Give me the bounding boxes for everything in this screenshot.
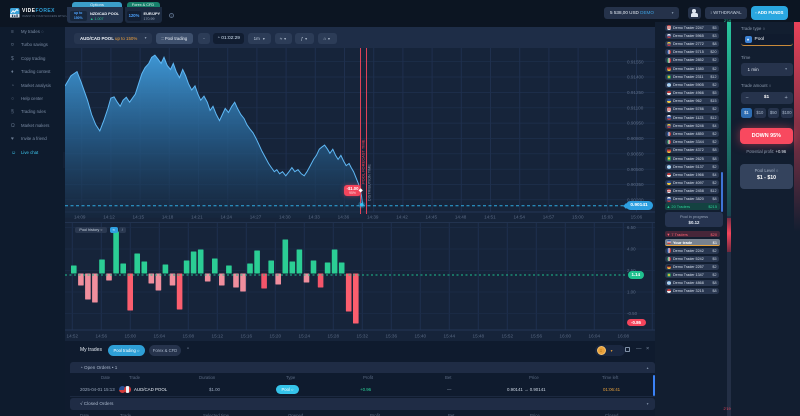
- svg-text:14:15: 14:15: [133, 215, 145, 220]
- svg-text:POOL FORECAST TIME: POOL FORECAST TIME: [360, 139, 365, 184]
- svg-text:15:24: 15:24: [299, 334, 311, 339]
- svg-text:14:21: 14:21: [191, 215, 203, 220]
- svg-text:15:36: 15:36: [386, 334, 398, 339]
- svg-text:14:57: 14:57: [543, 215, 555, 220]
- svg-text:1.00: 1.00: [627, 290, 636, 295]
- svg-text:15:32: 15:32: [357, 334, 369, 339]
- svg-text:16:04: 16:04: [589, 334, 601, 339]
- svg-text:0.90950: 0.90950: [627, 121, 644, 126]
- svg-text:15:12: 15:12: [212, 334, 224, 339]
- svg-text:14:27: 14:27: [250, 215, 262, 220]
- svg-text:6.50: 6.50: [627, 225, 636, 230]
- svg-text:0.90350: 0.90350: [627, 182, 644, 187]
- svg-text:0.90500: 0.90500: [627, 167, 644, 172]
- svg-text:DISTRIBUTION TIME: DISTRIBUTION TIME: [368, 164, 372, 201]
- svg-text:15:16: 15:16: [241, 334, 253, 339]
- svg-text:14:45: 14:45: [426, 215, 438, 220]
- svg-text:14:30: 14:30: [279, 215, 291, 220]
- svg-text:2.50: 2.50: [627, 268, 636, 273]
- svg-text:14:48: 14:48: [455, 215, 467, 220]
- svg-text:14:12: 14:12: [103, 215, 115, 220]
- svg-text:15:56: 15:56: [531, 334, 543, 339]
- svg-text:15:06: 15:06: [631, 215, 643, 220]
- svg-text:14:33: 14:33: [308, 215, 320, 220]
- svg-text:14:54: 14:54: [513, 215, 525, 220]
- svg-text:15:40: 15:40: [415, 334, 427, 339]
- svg-text:14:42: 14:42: [396, 215, 408, 220]
- svg-text:15:04: 15:04: [154, 334, 166, 339]
- svg-text:0.91550: 0.91550: [627, 59, 644, 64]
- svg-text:0.91400: 0.91400: [627, 75, 644, 80]
- svg-text:14:36: 14:36: [338, 215, 350, 220]
- svg-text:14:56: 14:56: [96, 334, 108, 339]
- svg-text:16:08: 16:08: [618, 334, 630, 339]
- svg-text:-0.50: -0.50: [627, 311, 638, 316]
- svg-text:14:18: 14:18: [162, 215, 174, 220]
- svg-text:4.00: 4.00: [627, 247, 636, 252]
- svg-text:15:48: 15:48: [473, 334, 485, 339]
- svg-text:0.90800: 0.90800: [627, 136, 644, 141]
- svg-text:15:00: 15:00: [572, 215, 584, 220]
- svg-text:14:24: 14:24: [220, 215, 232, 220]
- svg-text:14:52: 14:52: [67, 334, 79, 339]
- svg-text:15:08: 15:08: [183, 334, 195, 339]
- svg-text:14:09: 14:09: [74, 215, 86, 220]
- svg-text:15:03: 15:03: [601, 215, 613, 220]
- svg-text:14:39: 14:39: [367, 215, 379, 220]
- svg-text:14:51: 14:51: [484, 215, 496, 220]
- svg-text:0.91250: 0.91250: [627, 90, 644, 95]
- svg-text:0.90650: 0.90650: [627, 151, 644, 156]
- svg-text:0.91100: 0.91100: [627, 105, 644, 110]
- svg-text:16:00: 16:00: [560, 334, 572, 339]
- svg-text:0.90200: 0.90200: [627, 197, 644, 202]
- svg-text:15:00: 15:00: [125, 334, 137, 339]
- svg-text:15:52: 15:52: [502, 334, 514, 339]
- svg-text:15:44: 15:44: [444, 334, 456, 339]
- svg-text:15:20: 15:20: [270, 334, 282, 339]
- svg-text:15:28: 15:28: [328, 334, 340, 339]
